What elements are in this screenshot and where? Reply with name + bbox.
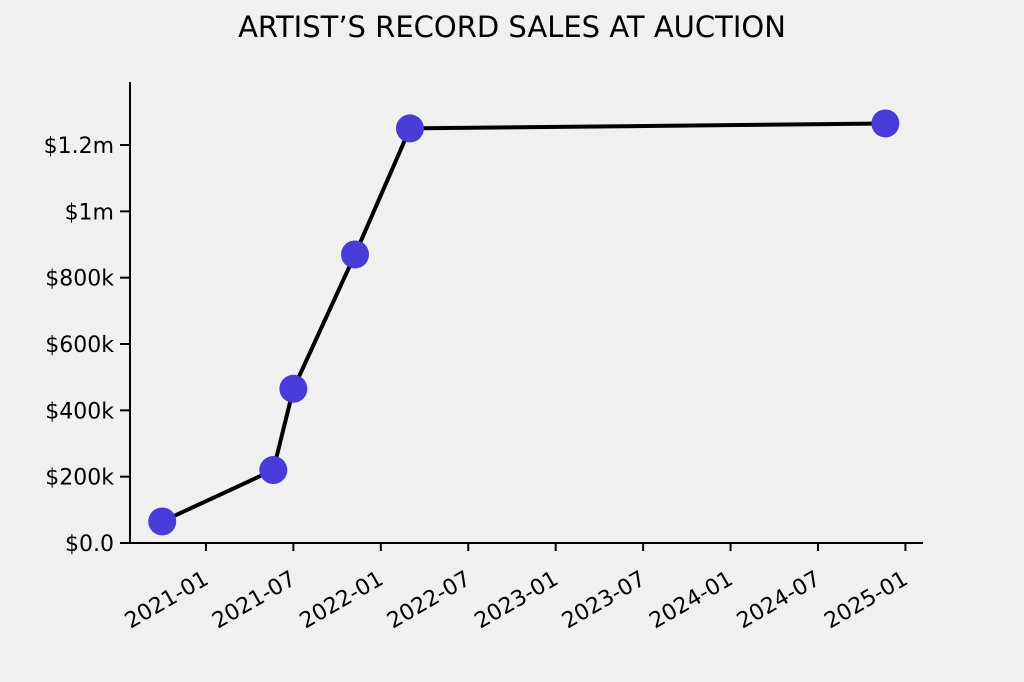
data-point-marker <box>871 109 900 138</box>
x-tick-label: 2021-07 <box>208 567 300 635</box>
x-tick-label: 2024-07 <box>733 567 825 635</box>
sales-line <box>160 121 888 524</box>
y-tick-label: $800k <box>45 267 114 292</box>
data-point-marker <box>148 507 177 536</box>
x-tick-label: 2022-01 <box>296 567 388 635</box>
y-tick-label: $600k <box>45 333 114 358</box>
y-tick-label: $0.0 <box>65 532 114 557</box>
x-tick-label: 2024-01 <box>645 567 737 635</box>
y-tick-label: $1m <box>65 200 114 225</box>
y-tick-label: $200k <box>45 466 114 491</box>
x-tick-label: 2025-01 <box>820 567 912 635</box>
x-tick-label: 2023-07 <box>558 567 650 635</box>
x-tick-label: 2022-07 <box>383 567 475 635</box>
chart-title: ARTIST’S RECORD SALES AT AUCTION <box>238 10 786 44</box>
data-point-marker <box>259 456 288 485</box>
data-point-marker <box>279 374 308 403</box>
data-point-marker <box>395 114 424 143</box>
x-tick-label: 2023-01 <box>471 567 563 635</box>
data-point-marker <box>341 240 370 269</box>
y-tick-label: $1.2m <box>44 134 114 159</box>
y-tick-label: $400k <box>45 399 114 424</box>
x-tick-label: 2021-01 <box>121 567 213 635</box>
